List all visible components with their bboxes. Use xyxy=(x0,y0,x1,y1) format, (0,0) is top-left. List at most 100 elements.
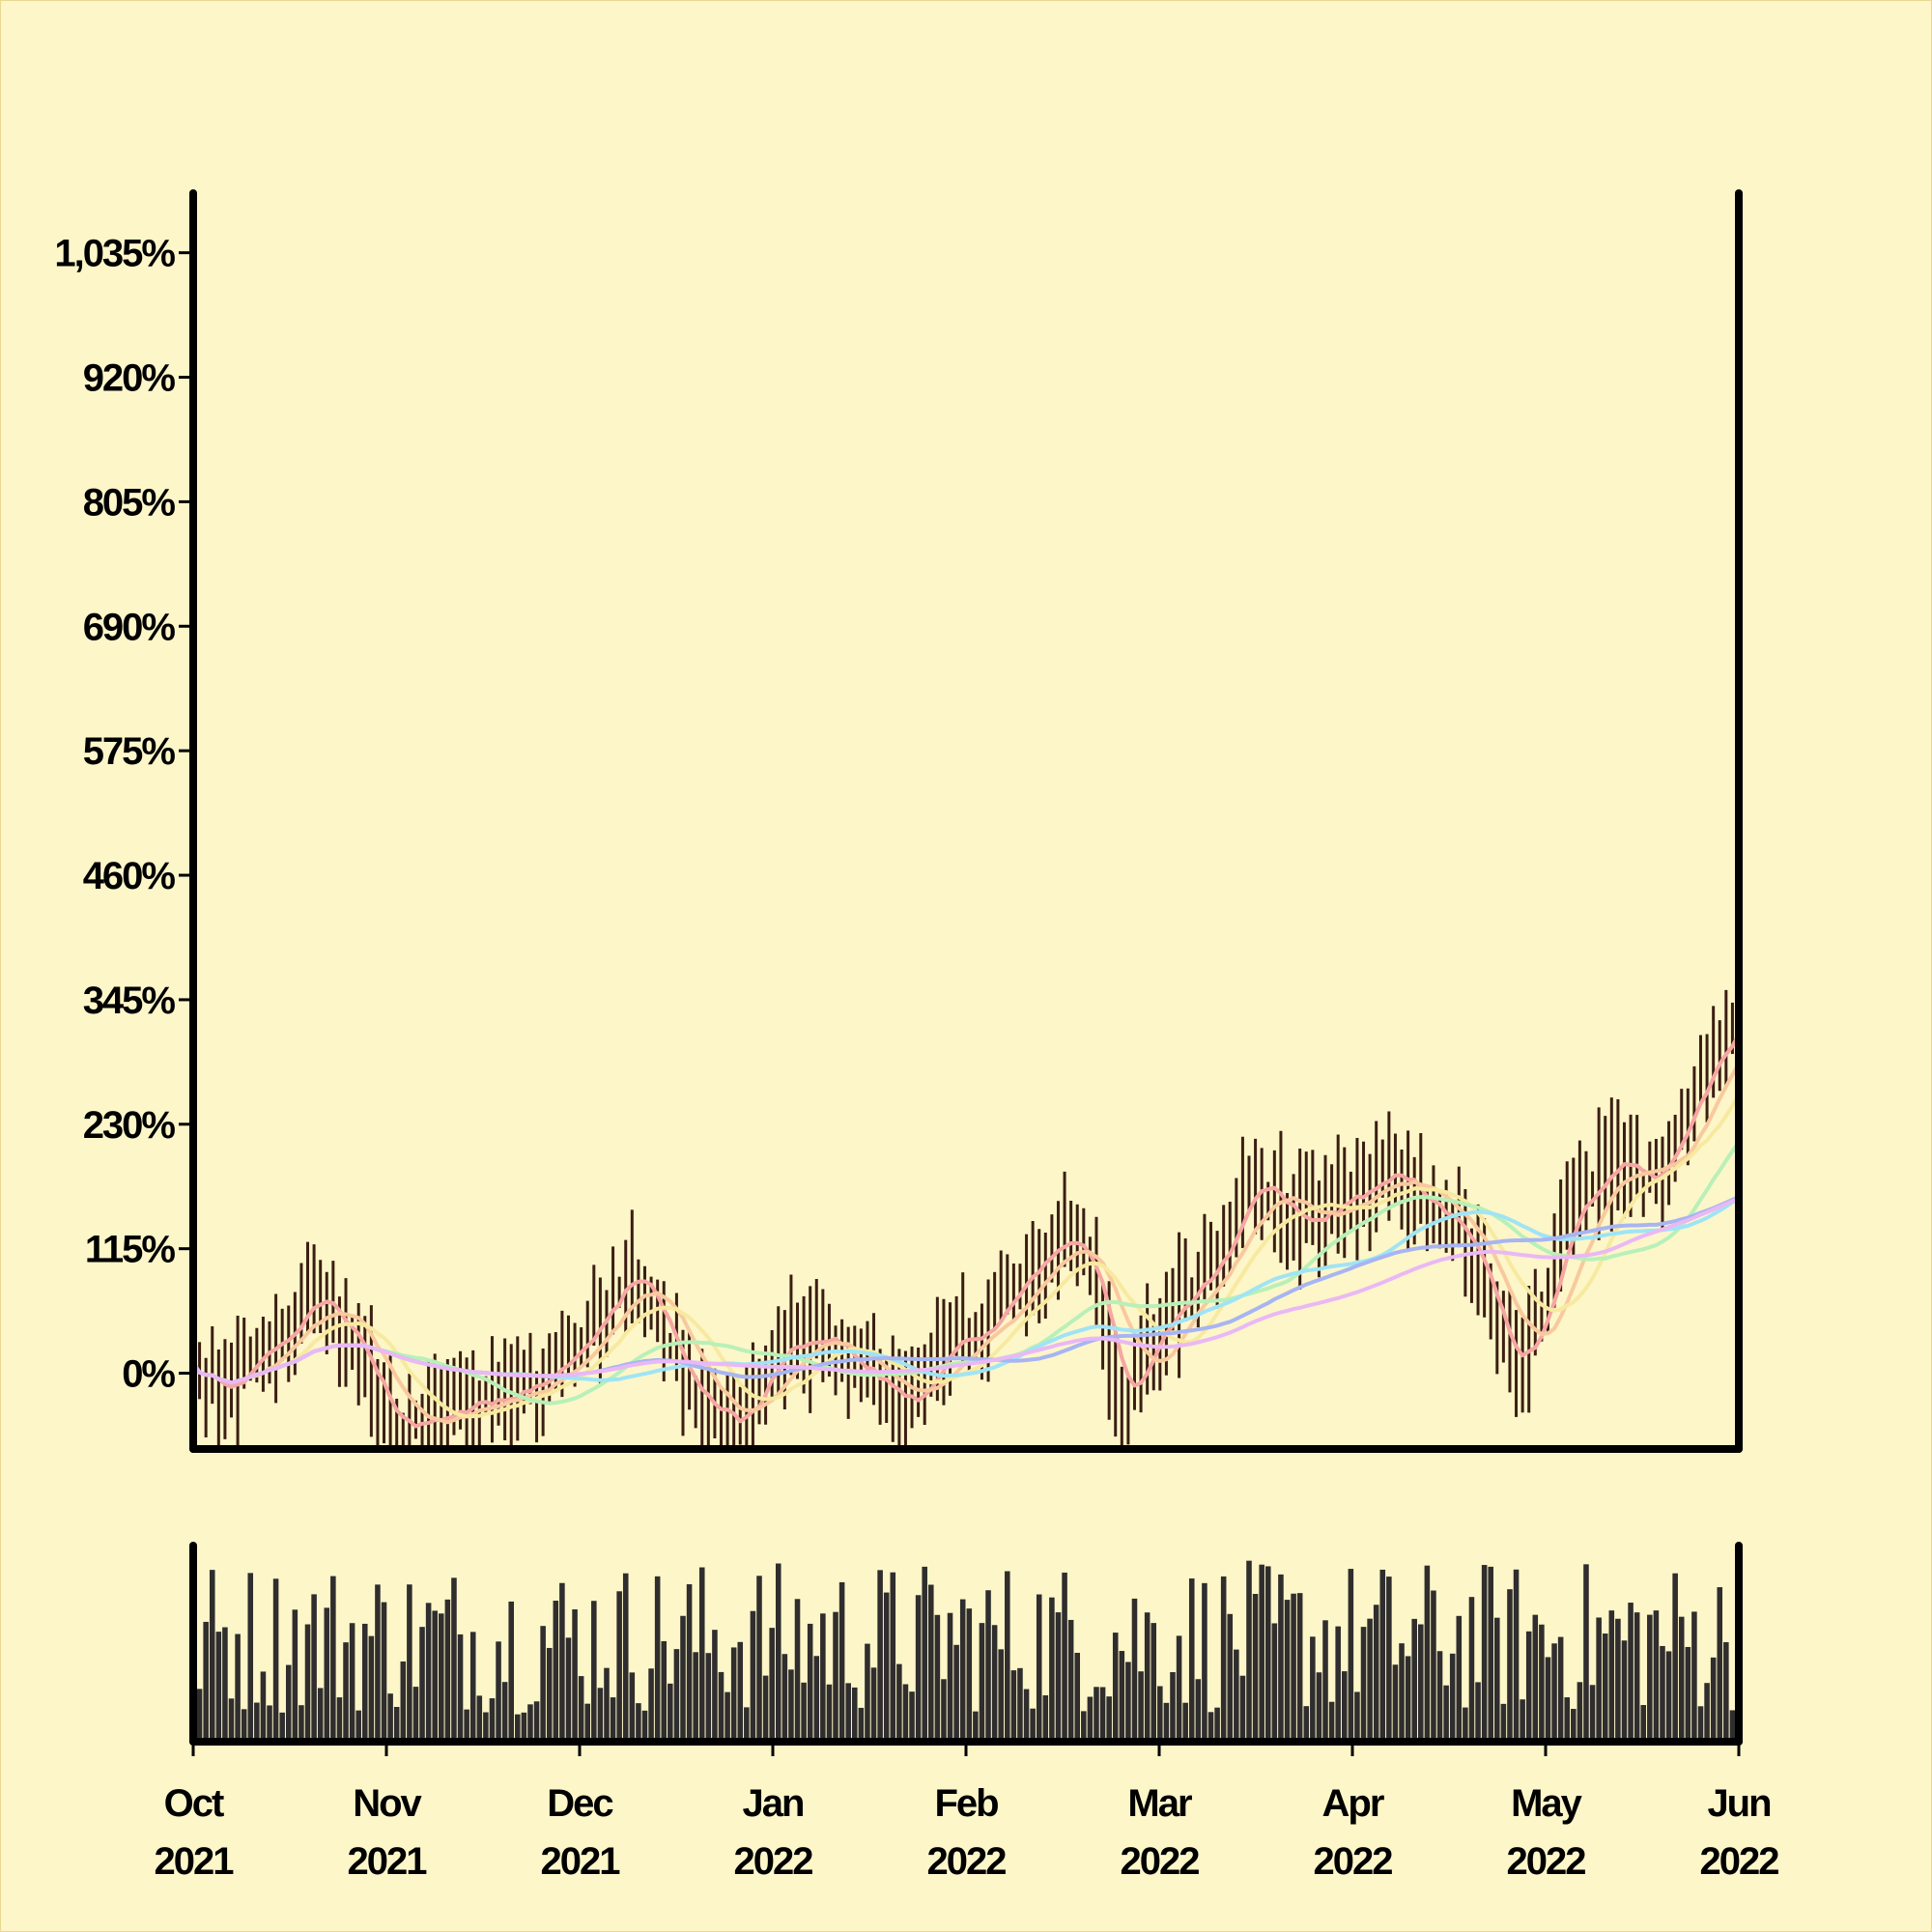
volume-bar xyxy=(521,1712,527,1742)
volume-bar xyxy=(781,1654,788,1742)
volume-bar xyxy=(1436,1651,1443,1742)
volume-bar xyxy=(1163,1702,1170,1742)
x-tick-month: Jun xyxy=(1707,1782,1770,1825)
volume-bar xyxy=(1475,1682,1481,1742)
x-tick-year: 2022 xyxy=(927,1840,1007,1883)
x-tick-year: 2021 xyxy=(348,1840,428,1883)
x-tick-month: Jan xyxy=(743,1782,804,1825)
volume-bar xyxy=(330,1576,336,1742)
volume-bar xyxy=(196,1689,203,1742)
volume-bar xyxy=(1647,1614,1653,1742)
volume-bar xyxy=(1513,1569,1520,1742)
volume-bar xyxy=(826,1684,833,1742)
volume-bar xyxy=(1112,1633,1119,1742)
volume-bar xyxy=(807,1623,813,1742)
volume-bar xyxy=(661,1640,668,1742)
volume-bar xyxy=(1328,1701,1335,1742)
volume-bar xyxy=(578,1676,584,1742)
volume-bar xyxy=(820,1613,826,1742)
volume-bar xyxy=(788,1669,794,1742)
volume-bar xyxy=(1665,1651,1672,1742)
volume-bar xyxy=(922,1566,927,1742)
volume-bar xyxy=(1354,1691,1360,1742)
volume-bar xyxy=(801,1682,807,1742)
volume-bar xyxy=(941,1679,947,1742)
volume-bar xyxy=(750,1610,756,1742)
volume-bar xyxy=(1138,1671,1144,1742)
x-tick-year: 2022 xyxy=(1507,1840,1586,1883)
volume-bar xyxy=(896,1663,902,1742)
volume-bar xyxy=(1157,1686,1163,1742)
volume-bar xyxy=(1074,1652,1081,1742)
volume-bar xyxy=(1697,1706,1704,1742)
volume-bar xyxy=(616,1591,622,1742)
volume-bar xyxy=(1628,1603,1634,1742)
volume-bar xyxy=(260,1671,267,1742)
volume-bar xyxy=(1678,1616,1685,1742)
volume-bar xyxy=(1463,1707,1468,1742)
volume-bar xyxy=(393,1707,400,1742)
volume-bar xyxy=(1341,1671,1348,1742)
volume-bar xyxy=(1188,1578,1195,1742)
x-axis-ticks: Oct 2021 Nov 2021 Dec 2021 Jan 2022 Feb 2022 Mar 20… xyxy=(155,1742,1780,1883)
volume-bar xyxy=(1264,1566,1271,1742)
volume-bar xyxy=(1653,1610,1660,1742)
volume-bar xyxy=(928,1584,934,1742)
volume-bar xyxy=(953,1644,959,1742)
volume-bar xyxy=(451,1577,457,1742)
y-tick-label: 1,035% xyxy=(54,233,175,275)
volume-bar xyxy=(304,1624,311,1742)
volume-bar xyxy=(1144,1612,1151,1742)
volume-bar xyxy=(375,1584,381,1742)
volume-bar xyxy=(400,1661,407,1742)
volume-bar xyxy=(1367,1618,1373,1742)
volume-bar xyxy=(407,1584,412,1742)
volume-bar xyxy=(890,1572,896,1742)
volume-bar xyxy=(432,1610,438,1742)
volume-bar xyxy=(1125,1662,1131,1742)
volume-bar xyxy=(368,1635,375,1742)
volume-bar xyxy=(355,1710,361,1742)
volume-bar xyxy=(985,1590,991,1742)
volume-bar xyxy=(686,1584,693,1742)
volume-bar xyxy=(1577,1682,1583,1742)
volume-bar xyxy=(247,1573,254,1742)
volume-bar xyxy=(769,1628,775,1742)
volume-bar xyxy=(629,1672,636,1742)
volume-bar xyxy=(228,1698,235,1742)
x-tick-year: 2022 xyxy=(734,1840,813,1883)
volume-bar xyxy=(1310,1636,1316,1742)
volume-bar xyxy=(604,1667,610,1742)
ma-line-15 xyxy=(191,1094,1741,1419)
volume-bar xyxy=(1271,1623,1278,1742)
volume-bar xyxy=(1005,1571,1010,1742)
volume-bar xyxy=(419,1627,425,1742)
volume-bar xyxy=(1284,1600,1291,1742)
volume-bar xyxy=(1010,1670,1017,1742)
volume-bar xyxy=(1099,1687,1106,1742)
volume-bar xyxy=(762,1675,769,1742)
volume-bar xyxy=(1220,1576,1227,1742)
ma-line-10 xyxy=(191,1063,1741,1425)
volume-bar xyxy=(1583,1564,1589,1742)
volume-bar xyxy=(1030,1708,1036,1742)
volume-bar xyxy=(915,1595,922,1742)
volume-bar xyxy=(387,1693,393,1742)
volume-bar xyxy=(1500,1703,1507,1742)
volume-bar xyxy=(1316,1672,1322,1742)
volume-bar xyxy=(501,1682,508,1742)
volume-bar xyxy=(1729,1710,1736,1742)
volume-bar xyxy=(311,1594,317,1742)
volume-bar xyxy=(1571,1709,1577,1742)
x-tick-year: 2022 xyxy=(1314,1840,1393,1883)
volume-bar xyxy=(1131,1598,1138,1742)
volume-bar xyxy=(636,1703,641,1742)
volume-bar xyxy=(1278,1574,1284,1742)
volume-bar xyxy=(979,1623,985,1742)
y-tick-label: 690% xyxy=(83,606,176,648)
volume-bar xyxy=(439,1613,444,1742)
volume-bar xyxy=(1481,1565,1488,1742)
volume-bar xyxy=(559,1582,565,1742)
volume-bar xyxy=(336,1697,343,1742)
volume-bar xyxy=(1119,1651,1125,1742)
